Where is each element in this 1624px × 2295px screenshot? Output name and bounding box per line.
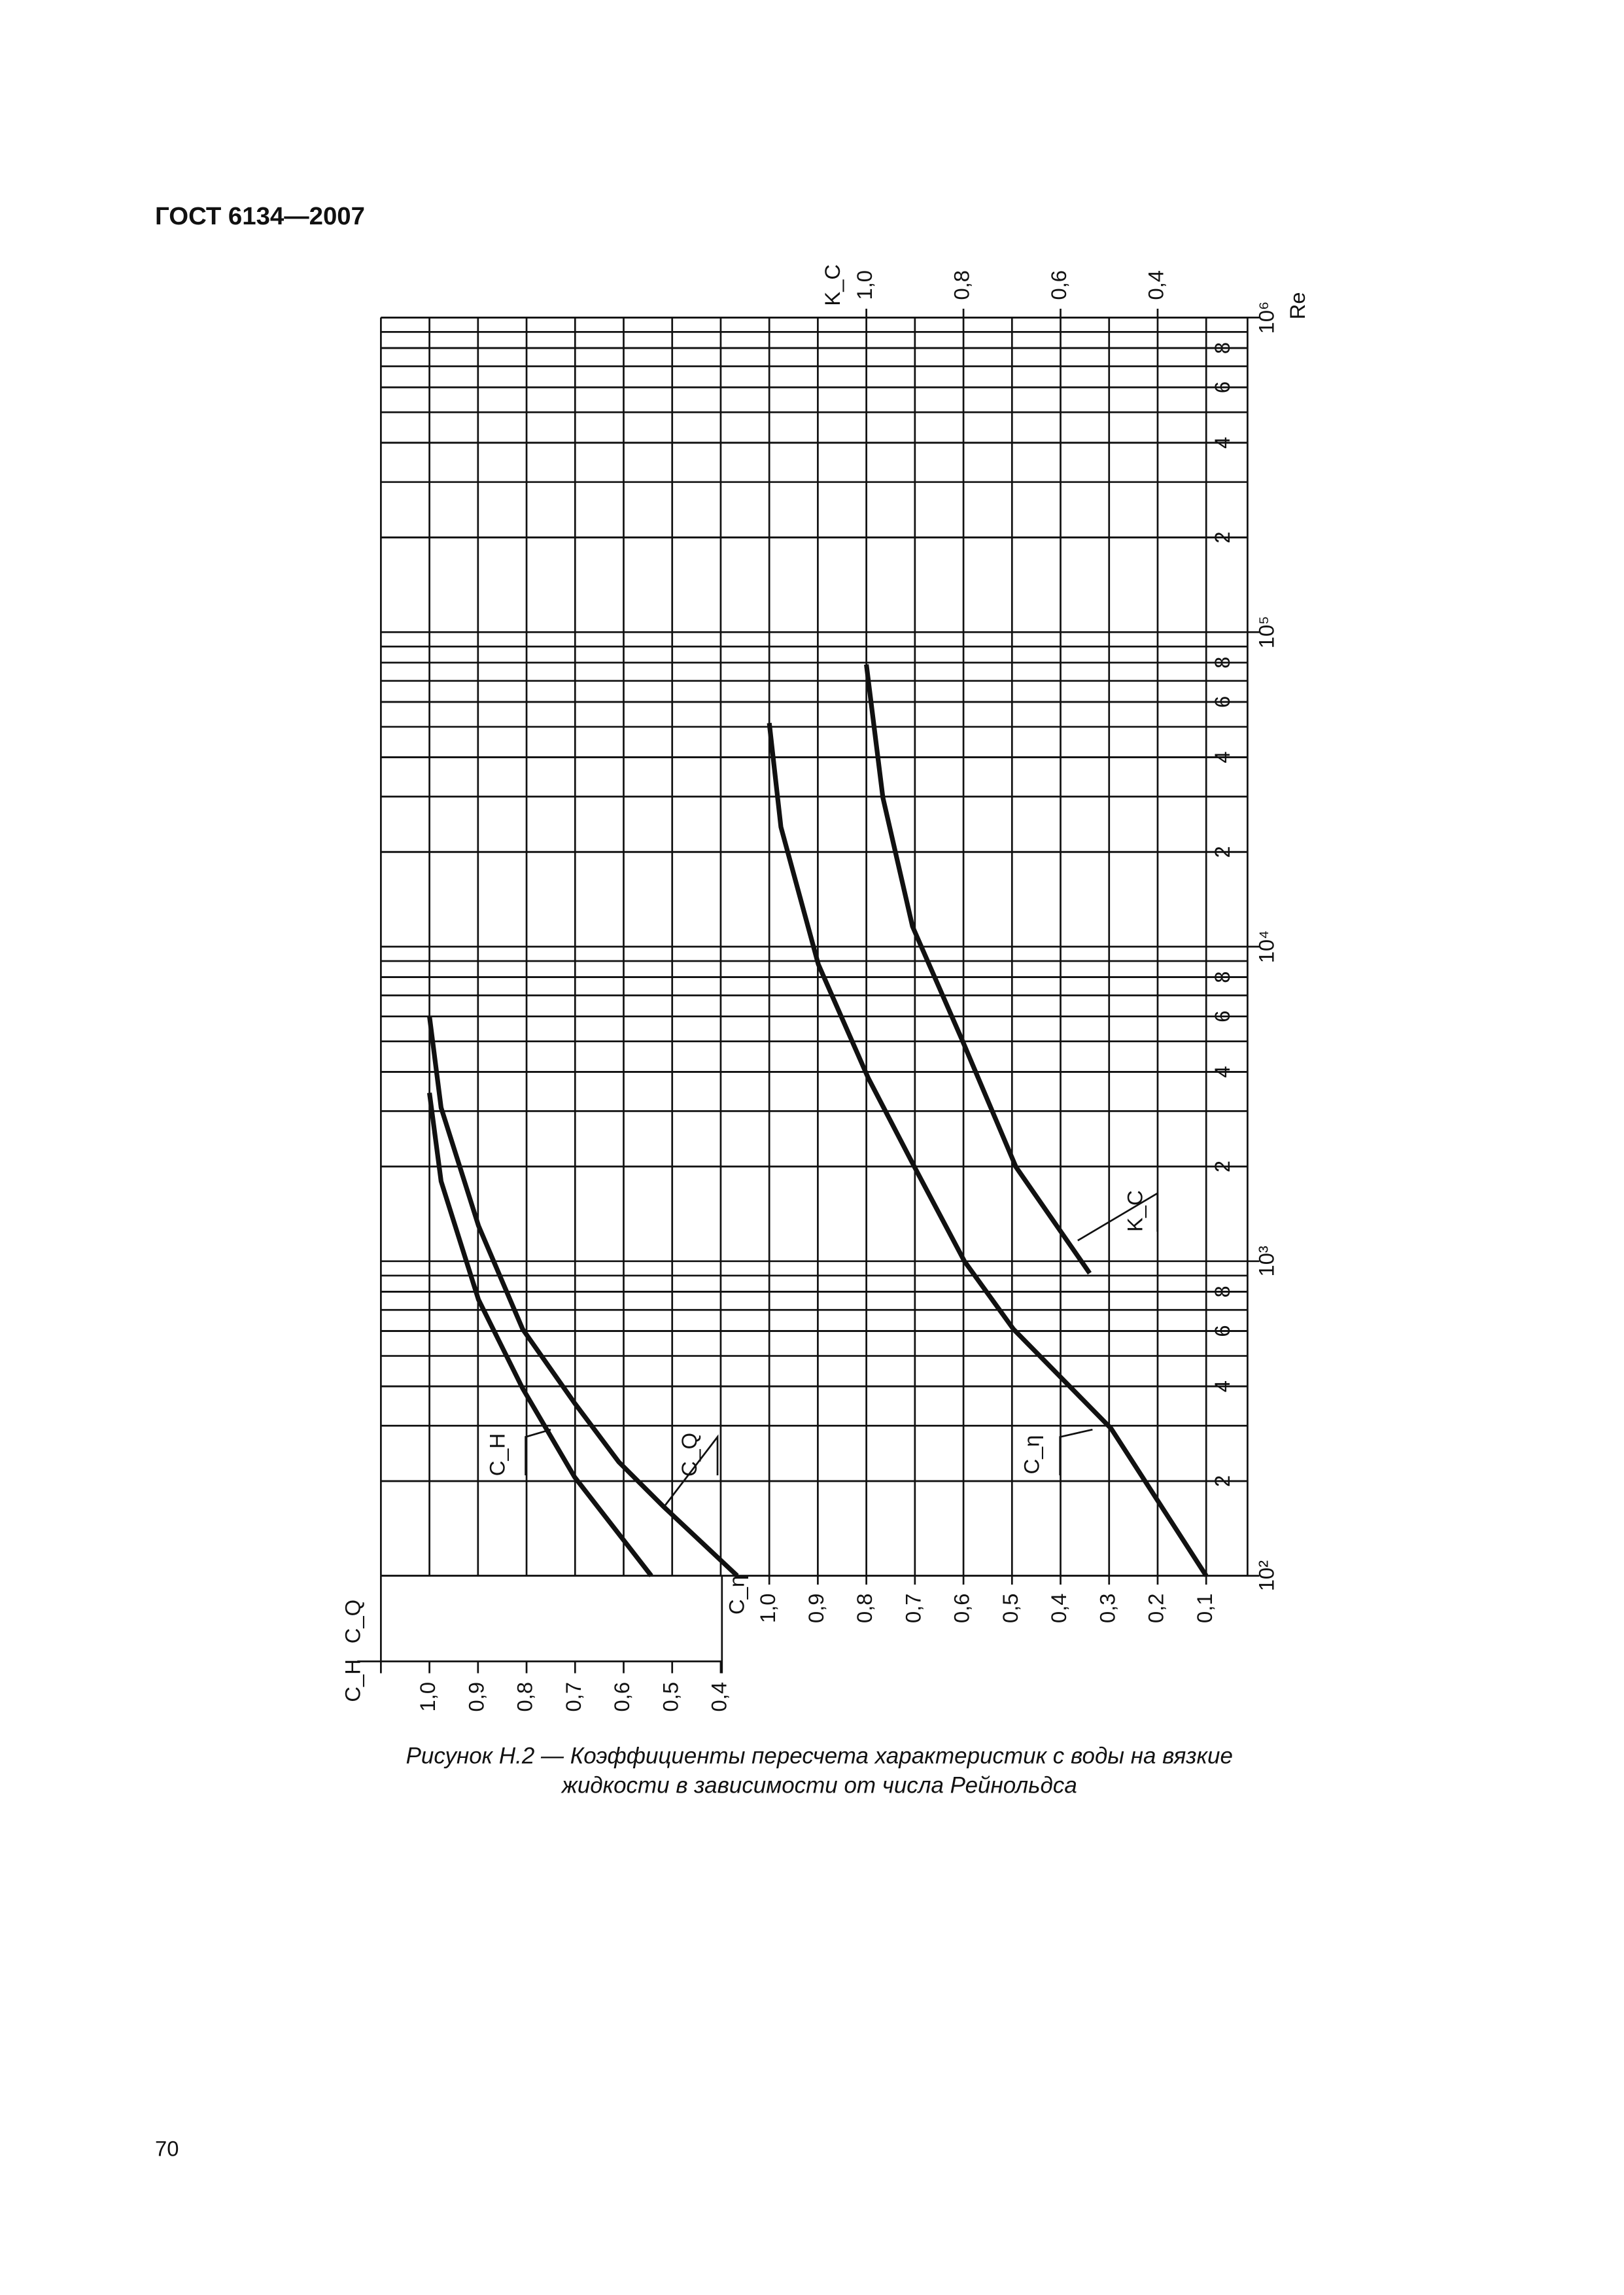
- curve: [767, 722, 1209, 1577]
- y2-tick-label: 0,5: [998, 1594, 1022, 1623]
- axis-label: C_H: [340, 1659, 364, 1702]
- y-tick-label: 0,4: [707, 1682, 731, 1711]
- x-tick-label: 2: [1210, 531, 1234, 543]
- x-tick-label: 2: [1210, 846, 1234, 858]
- y3-tick-label: 0,6: [1046, 270, 1071, 300]
- axis-label: K_C: [820, 264, 844, 306]
- curve-label: C_Q: [677, 1433, 701, 1477]
- caption-line: Рисунок Н.2 — Коэффициенты пересчета хар…: [406, 1743, 1233, 1768]
- x-tick-label: 4: [1210, 1066, 1234, 1077]
- y3-tick-label: 0,8: [950, 270, 974, 300]
- y2-tick-label: 0,8: [852, 1594, 876, 1623]
- leader-line: [1059, 1428, 1093, 1476]
- x-tick-label: 10⁵: [1254, 616, 1279, 648]
- leader-line: [1077, 1191, 1159, 1242]
- x-tick-label: 2: [1210, 1161, 1234, 1172]
- x-tick-label: 10⁶: [1254, 301, 1279, 334]
- y-tick-label: 0,8: [513, 1682, 537, 1711]
- curve: [427, 1092, 653, 1577]
- y2-tick-label: 1,0: [755, 1594, 780, 1623]
- header: ГОСТ 6134—2007: [155, 202, 365, 230]
- y2-tick-label: 0,1: [1192, 1594, 1217, 1623]
- x-tick-label: 8: [1210, 657, 1234, 669]
- x-tick-label: 8: [1210, 342, 1234, 354]
- curve: [427, 1015, 739, 1578]
- x-tick-label: 6: [1210, 1011, 1234, 1023]
- y3-tick-label: 1,0: [852, 270, 876, 300]
- curve-label: K_C: [1123, 1190, 1147, 1232]
- curve-label: C_η: [1020, 1435, 1044, 1474]
- y2-tick-label: 0,7: [901, 1594, 925, 1623]
- curve: [864, 664, 1092, 1275]
- y2-tick-label: 0,9: [804, 1594, 828, 1623]
- x-tick-label: 10³: [1254, 1246, 1279, 1276]
- caption-line: жидкости в зависимости от числа Рейнольд…: [561, 1772, 1077, 1798]
- y2-tick-label: 0,4: [1046, 1594, 1071, 1623]
- x-tick-label: 6: [1210, 1325, 1234, 1337]
- axis-label: C_Q: [340, 1600, 364, 1643]
- chart: 10² 2 4 6 8 10³ 2 4 6 8 10⁴ 2 4 6 8 10⁵ 2 4 6 8 10⁶ Re 1,0 0,9 0…: [340, 264, 1309, 1712]
- x-tick-label: 6: [1210, 381, 1234, 393]
- y-tick-label: 1,0: [415, 1682, 440, 1711]
- leader-line: [525, 1428, 551, 1476]
- y-tick-label: 0,6: [610, 1682, 634, 1711]
- x-tick-label: 8: [1210, 972, 1234, 983]
- leader-line: [663, 1434, 719, 1507]
- y-tick-label: 0,9: [464, 1682, 488, 1711]
- page-number: 70: [155, 2137, 179, 2161]
- axis-label: Re: [1285, 292, 1309, 319]
- y2-tick-label: 0,3: [1095, 1594, 1119, 1623]
- y-tick-label: 0,7: [561, 1682, 585, 1711]
- axis-label: C_η: [724, 1575, 748, 1615]
- y2-tick-label: 0,2: [1144, 1594, 1168, 1623]
- x-tick-label: 8: [1210, 1286, 1234, 1297]
- y-tick-label: 0,5: [658, 1682, 682, 1711]
- x-tick-label: 4: [1210, 751, 1234, 763]
- x-tick-label: 6: [1210, 696, 1234, 708]
- x-tick-label: 2: [1210, 1475, 1234, 1487]
- y3-tick-label: 0,4: [1144, 270, 1168, 300]
- y2-tick-label: 0,6: [950, 1594, 974, 1623]
- x-tick-label: 10⁴: [1254, 930, 1279, 963]
- x-tick-label: 4: [1210, 437, 1234, 449]
- curve-label: C_H: [485, 1433, 510, 1476]
- x-tick-label: 10²: [1254, 1560, 1279, 1591]
- x-tick-label: 4: [1210, 1380, 1234, 1392]
